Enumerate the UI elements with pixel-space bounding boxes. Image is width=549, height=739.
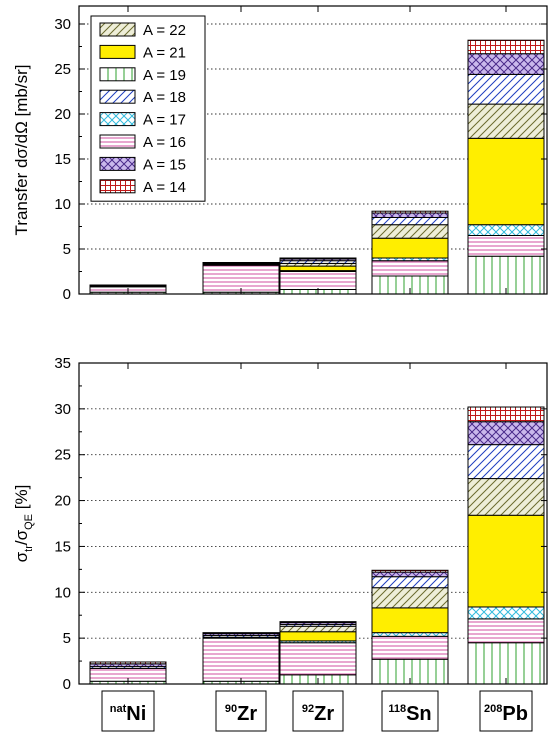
- top-bar-a-16-3: [371, 260, 449, 277]
- top-bar-a-15-3: [371, 212, 449, 218]
- bottom-bar-a-22-2: [279, 625, 357, 633]
- legend-swatch-a-15: [99, 156, 136, 171]
- top-bar-a-22-4: [467, 103, 545, 139]
- category-label-nat-ni: natNi: [101, 690, 155, 732]
- category-label-box: [381, 690, 439, 732]
- bottom-bar-a-14-3: [371, 569, 449, 573]
- bottom-bar-a-21-2: [279, 631, 357, 642]
- top-bar-a-16-2: [279, 271, 357, 290]
- bottom-panel: 0 5 10 15 20 25 30 35 σtr/σQE [%]: [12, 355, 548, 693]
- top-bar-a-16-4: [467, 235, 545, 257]
- top-bar-a-14-3: [371, 210, 449, 214]
- bottom-bar-a-14-0: [89, 661, 167, 665]
- legend-label-a-22: A = 22: [143, 22, 186, 39]
- bottom-bar-a-16-3: [371, 635, 449, 660]
- legend-label-a-15: A = 15: [143, 156, 186, 173]
- top-plot-frame: [78, 5, 548, 295]
- bottom-bar-a-19-4: [467, 642, 545, 685]
- top-bar-a-14-0: [89, 284, 167, 287]
- top-ytick-label: 15: [54, 151, 71, 168]
- bottom-ytick-label: 0: [63, 676, 71, 693]
- top-bar-a-14-4: [467, 39, 545, 55]
- top-bar-a-18-4: [467, 73, 545, 105]
- category-label-92-zr: 92Zr: [292, 690, 344, 732]
- legend-label-a-14: A = 14: [143, 179, 186, 196]
- top-bar-a-16-1: [202, 264, 280, 293]
- top-bar-a-17-4: [467, 224, 545, 236]
- bottom-ytick-label: 25: [54, 447, 71, 464]
- category-label-box: [479, 690, 533, 732]
- category-label-208-pb: 208Pb: [479, 690, 533, 732]
- bottom-bar-a-17-3: [371, 632, 449, 637]
- bottom-ytick-label: 5: [63, 630, 71, 647]
- bottom-bar-a-22-3: [371, 587, 449, 609]
- legend-swatch-a-16: [99, 134, 136, 149]
- category-label-118-sn: 118Sn: [381, 690, 439, 732]
- bottom-ytick-label: 15: [54, 538, 71, 555]
- bottom-bar-a-14-4: [467, 406, 545, 423]
- legend-label-a-19: A = 19: [143, 67, 186, 84]
- top-ytick-label: 0: [63, 286, 71, 303]
- top-bar-a-14-2: [279, 257, 357, 260]
- category-label-90-zr: 90Zr: [215, 690, 267, 732]
- top-ytick-label: 30: [54, 16, 71, 33]
- top-ytick-label: 25: [54, 61, 71, 78]
- bottom-bar-a-14-1: [202, 632, 280, 635]
- bottom-y-axis-label: σtr/σQE [%]: [12, 485, 35, 563]
- legend: A = 22 A = 21 A = 19 A = 18 A = 17 A = 16 A = …: [90, 15, 206, 202]
- bottom-bar-a-15-4: [467, 421, 545, 446]
- bottom-bar-a-14-2: [279, 621, 357, 624]
- category-labels: natNi 90Zr 92Zr 118Sn 208Pb: [101, 690, 533, 732]
- bottom-bar-a-16-4: [467, 618, 545, 644]
- top-bar-a-21-3: [371, 237, 449, 259]
- category-label-text: natNi: [110, 703, 147, 725]
- bottom-bar-a-18-3: [371, 576, 449, 589]
- top-bar-a-19-4: [467, 255, 545, 295]
- top-bar-a-21-4: [467, 137, 545, 226]
- bottom-bar-a-22-4: [467, 478, 545, 516]
- category-label-box: [292, 690, 344, 732]
- category-label-box: [101, 690, 155, 732]
- top-bar-a-14-1: [202, 262, 280, 264]
- bottom-ytick-label: 35: [54, 355, 71, 372]
- legend-swatch-a-19: [99, 67, 136, 82]
- category-label-text: 92Zr: [302, 703, 334, 725]
- top-ytick-label: 5: [63, 241, 71, 258]
- category-label-text: 118Sn: [388, 703, 431, 725]
- top-bar-a-18-3: [371, 217, 449, 226]
- legend-swatch-a-21: [99, 44, 136, 59]
- bottom-bar-a-21-3: [371, 607, 449, 634]
- top-bar-a-22-3: [371, 224, 449, 239]
- bottom-bar-a-17-4: [467, 606, 545, 620]
- bottom-bar-a-15-3: [371, 571, 449, 578]
- bottom-ytick-label: 10: [54, 584, 71, 601]
- legend-label-a-16: A = 16: [143, 134, 186, 151]
- top-ytick-label: 20: [54, 106, 71, 123]
- top-ytick-label: 10: [54, 196, 71, 213]
- bottom-bar-a-16-1: [202, 637, 280, 682]
- category-label-text: 208Pb: [484, 703, 528, 725]
- top-y-axis-label: Transfer dσ/dΩ [mb/sr]: [12, 65, 31, 236]
- bottom-bar-a-21-4: [467, 514, 545, 608]
- legend-swatch-a-18: [99, 89, 136, 104]
- category-label-text: 90Zr: [225, 703, 257, 725]
- legend-swatch-a-17: [99, 112, 136, 127]
- legend-label-a-18: A = 18: [143, 89, 186, 106]
- legend-label-a-17: A = 17: [143, 112, 186, 129]
- bottom-ytick-label: 20: [54, 493, 71, 510]
- bottom-bar-a-16-2: [279, 642, 357, 676]
- top-bar-a-15-4: [467, 53, 545, 75]
- bottom-ytick-label: 30: [54, 401, 71, 418]
- legend-swatch-a-14: [99, 179, 136, 194]
- top-panel: 0 5 10 15 20 25 30 Transfer dσ/dΩ [mb/sr] A = 22…: [12, 5, 548, 303]
- legend-swatch-a-22: [99, 22, 136, 37]
- category-label-box: [215, 690, 267, 732]
- top-bar-a-21-2: [279, 265, 357, 272]
- legend-label-a-21: A = 21: [143, 44, 186, 61]
- bottom-bar-a-18-4: [467, 444, 545, 480]
